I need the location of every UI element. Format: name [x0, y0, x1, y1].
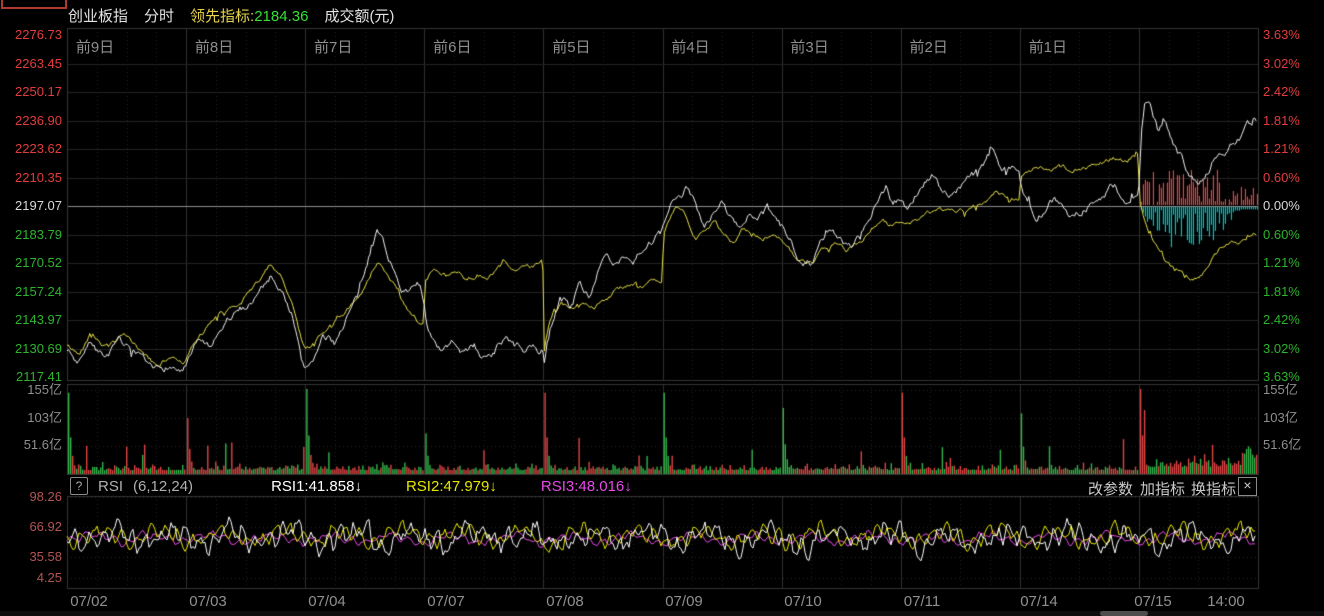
price-axis-label: 2276.73 — [2, 27, 62, 43]
price-axis-label: 2263.45 — [2, 56, 62, 72]
day-label: 前8日 — [182, 39, 246, 57]
pct-axis-label: 3.63% — [1263, 27, 1300, 43]
day-label: 前3日 — [778, 39, 842, 57]
price-axis-label: 2143.97 — [2, 312, 62, 328]
day-label: 前5日 — [539, 39, 603, 57]
pct-axis-label: 1.81% — [1263, 284, 1300, 300]
time-axis-label: 07/04 — [295, 593, 359, 611]
rsi2-value: RSI2:47.979↓ — [406, 478, 497, 495]
rsi1-value: RSI1:41.858↓ — [271, 478, 362, 495]
pct-axis-label: 3.02% — [1263, 341, 1300, 357]
pct-axis-label: 2.42% — [1263, 84, 1300, 100]
time-axis-label: 07/11 — [890, 593, 954, 611]
rsi-axis-label: 66.92 — [2, 519, 62, 535]
stock-chart-window: 创业板指 分时 领先指标:2184.36 成交额(元) ? RSI (6,12,… — [0, 0, 1324, 616]
rsi-axis-label: 35.58 — [2, 549, 62, 565]
pct-axis-label: 1.21% — [1263, 141, 1300, 157]
time-axis-label: 07/09 — [652, 593, 716, 611]
time-axis-label: 07/03 — [176, 593, 240, 611]
time-axis-label: 07/07 — [414, 593, 478, 611]
pct-axis-label: 1.81% — [1263, 113, 1300, 129]
price-axis-label: 2130.69 — [2, 341, 62, 357]
volume-axis-label-left: 51.6亿 — [2, 437, 62, 453]
day-label: 前1日 — [1016, 39, 1080, 57]
help-icon[interactable]: ? — [70, 477, 88, 495]
add-indicator-button[interactable]: 加指标 — [1140, 478, 1185, 499]
volume-axis-label-right: 103亿 — [1263, 410, 1298, 426]
price-axis-label: 2170.52 — [2, 255, 62, 271]
rsi-indicator-name[interactable]: RSI — [98, 478, 123, 495]
pct-axis-label: 0.00% — [1263, 198, 1300, 214]
leading-indicator-value: 2184.36 — [254, 8, 308, 25]
day-label: 前2日 — [897, 39, 961, 57]
switch-indicator-button[interactable]: 换指标 — [1191, 478, 1236, 499]
time-axis-label: 07/02 — [57, 593, 121, 611]
change-params-button[interactable]: 改参数 — [1088, 478, 1133, 499]
time-axis-label: 14:00 — [1194, 593, 1258, 611]
rsi3-value: RSI3:48.016↓ — [541, 478, 632, 495]
volume-axis-label-left: 155亿 — [2, 382, 62, 398]
leading-indicator-label: 领先指标: — [190, 8, 254, 25]
time-axis-label: 07/10 — [771, 593, 835, 611]
price-axis-label: 2157.24 — [2, 284, 62, 300]
chart-header: 创业板指 分时 领先指标:2184.36 成交额(元) — [68, 5, 394, 26]
volume-axis-label-right: 51.6亿 — [1263, 437, 1301, 453]
day-label: 前7日 — [301, 39, 365, 57]
rsi-params: (6,12,24) — [133, 478, 193, 495]
multi-day-intraday-chart-canvas[interactable] — [0, 0, 1324, 616]
price-axis-label: 2250.17 — [2, 84, 62, 100]
time-axis-label: 07/14 — [1007, 593, 1071, 611]
turnover-label: 成交额(元) — [324, 5, 394, 26]
rsi-axis-label: 98.26 — [2, 489, 62, 505]
volume-axis-label-right: 155亿 — [1263, 382, 1298, 398]
price-axis-label: 2223.62 — [2, 141, 62, 157]
day-label: 前6日 — [420, 39, 484, 57]
pct-axis-label: 3.02% — [1263, 56, 1300, 72]
pct-axis-label: 1.21% — [1263, 255, 1300, 271]
leading-indicator: 领先指标:2184.36 — [190, 5, 308, 26]
price-axis-label: 2210.35 — [2, 170, 62, 186]
day-label: 前9日 — [63, 39, 127, 57]
window-edge-fragment — [1, 0, 67, 9]
price-axis-label: 2236.90 — [2, 113, 62, 129]
horizontal-scrollbar-thumb[interactable] — [1100, 611, 1148, 616]
pct-axis-label: 0.60% — [1263, 227, 1300, 243]
time-axis-label: 07/08 — [533, 593, 597, 611]
time-axis-label: 07/15 — [1121, 593, 1185, 611]
rsi-header: ? RSI (6,12,24) RSI1:41.858↓ RSI2:47.979… — [70, 477, 632, 495]
pct-axis-label: 2.42% — [1263, 312, 1300, 328]
rsi-axis-label: 4.25 — [2, 570, 62, 586]
pct-axis-label: 0.60% — [1263, 170, 1300, 186]
close-indicator-icon[interactable]: × — [1238, 477, 1257, 496]
index-name: 创业板指 — [68, 5, 128, 26]
price-axis-label: 2183.79 — [2, 227, 62, 243]
day-label: 前4日 — [659, 39, 723, 57]
volume-axis-label-left: 103亿 — [2, 410, 62, 426]
price-axis-label: 2197.07 — [2, 198, 62, 214]
chart-mode-label[interactable]: 分时 — [144, 5, 174, 26]
